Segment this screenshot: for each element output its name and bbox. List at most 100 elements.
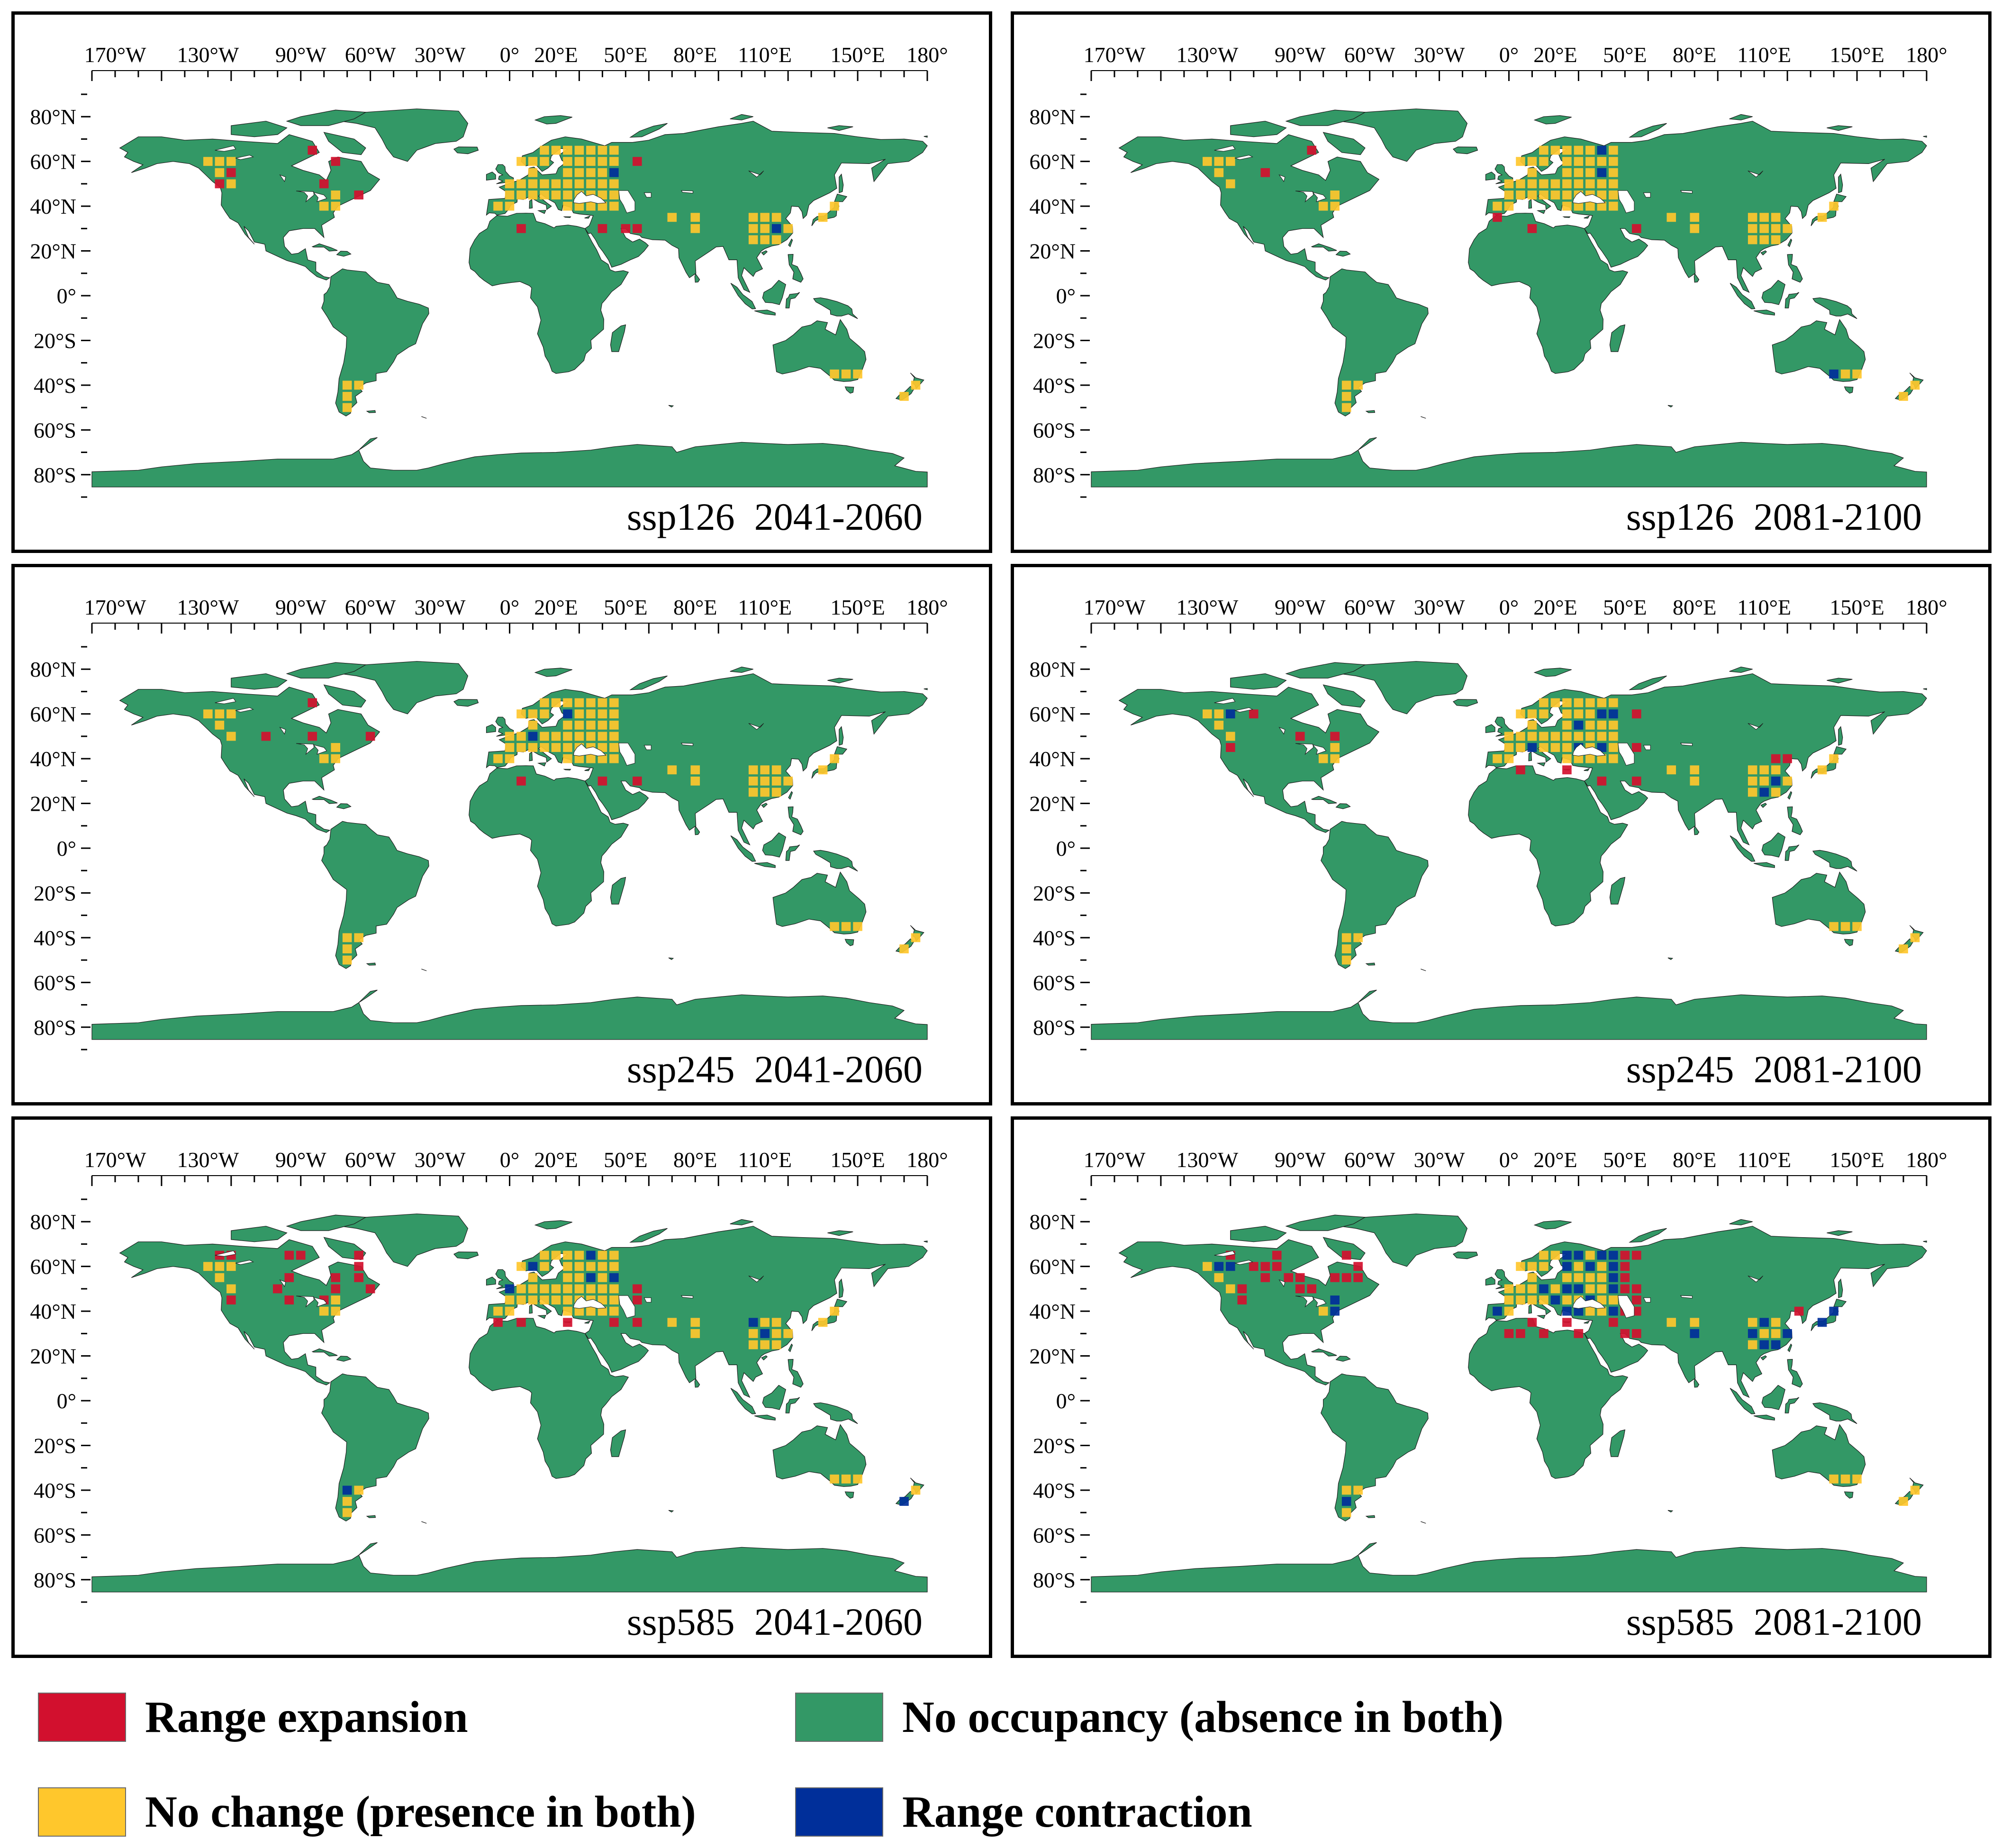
habitat-cell [1783,224,1792,233]
habitat-cell [1574,1329,1584,1338]
longitude-label: 60°W [1344,1148,1395,1172]
habitat-cell [1214,157,1224,166]
java-landmass [754,862,776,868]
habitat-cell [1632,709,1641,719]
latitude-label: 60°S [34,1523,76,1547]
south-georgia-landmass [1421,969,1426,971]
habitat-cell [771,776,781,786]
habitat-cell [505,732,515,741]
australia-landmass [1772,1424,1866,1487]
latitude-label: 0° [1056,1389,1076,1413]
australia-landmass [772,319,867,382]
sumatra-landmass [1729,1388,1756,1414]
longitude-label: 170°W [1084,1148,1146,1172]
habitat-cell [319,179,329,189]
latitude-label: 20°S [1033,328,1076,353]
taiwan-landmass [1787,791,1793,800]
kerguelen-landmass [1667,1510,1674,1513]
borneo-landmass [1761,1385,1785,1410]
legend-swatch-no-occupancy [795,1693,883,1742]
habitat-cell [1504,743,1514,752]
habitat-cell [1609,145,1618,155]
habitat-cell [1597,201,1607,211]
water-layer [215,698,764,766]
new-guinea-landmass [1812,850,1857,872]
sulawesi-landmass [1784,844,1800,861]
habitat-cell [609,1273,619,1282]
lake [1643,745,1651,750]
lake [1572,191,1606,204]
latitude-label: 20°N [30,239,76,263]
habitat-cell [1597,157,1607,166]
lake [235,154,254,160]
cyprus-landmass [1584,768,1590,771]
habitat-cell [598,1273,607,1282]
latitude-label: 40°N [30,747,76,771]
habitat-cell [1597,1250,1607,1260]
habitat-cell [1597,776,1607,786]
lake [215,1250,236,1257]
lake [573,191,607,204]
habitat-cell [563,1250,572,1260]
habitat-cell [1539,732,1548,741]
latitude-label: 0° [57,1389,76,1413]
latitude-axis: 80°N 60°N 40°N 20°N 0° 20°S 40°S 60°S 80°S [30,93,91,498]
lake [680,190,693,194]
habitat-cell [586,201,596,211]
iceland-landmass [1453,146,1478,154]
habitat-cell [563,190,572,199]
java-landmass [1754,309,1775,316]
map-panel-ssp245-2081-2100: 170°W 130°W 90°W 60°W 30°W 0° 20°E 50°E 80°E 110°… [1011,564,1992,1105]
habitat-cell [1330,732,1340,741]
longitude-label: 30°W [1414,1148,1465,1172]
habitat-cell [1504,201,1514,211]
hainan-landmass [1760,803,1767,808]
water-layer [215,1250,764,1318]
habitat-cell [1585,157,1595,166]
longitude-label: 0° [500,595,519,619]
longitude-label: 20°E [1533,595,1577,619]
habitat-cell [342,1486,352,1495]
world-map: 170°W 130°W 90°W 60°W 30°W 0° 20°E 50°E 80°E 110°… [1029,1148,1947,1603]
habitat-cell [563,157,572,166]
longitude-label: 50°E [604,43,648,67]
lake [618,1295,635,1318]
habitat-cell [1330,1273,1340,1282]
habitat-cell [1690,1318,1700,1327]
map-panel-ssp585-2081-2100: 170°W 130°W 90°W 60°W 30°W 0° 20°E 50°E 80°E 110°… [1011,1116,1992,1658]
habitat-cell [1574,754,1584,763]
habitat-cell [563,201,572,211]
longitude-label: 150°E [830,43,885,67]
habitat-cell [1771,1329,1781,1338]
habitat-cell [667,213,677,222]
habitat-cell [1539,1284,1548,1294]
map-panel-ssp245-2041-2060: 170°W 130°W 90°W 60°W 30°W 0° 20°E 50°E 80°E 110°… [11,564,992,1105]
cyprus-landmass [584,768,591,771]
habitat-cell [342,403,352,412]
longitude-label: 20°E [534,43,578,67]
habitat-cell [528,168,538,177]
longitude-label: 0° [1499,1148,1519,1172]
baffin-island-landmass [286,109,367,126]
water-layer [1214,698,1764,766]
habitat-cell [528,743,538,752]
habitat-cell [771,788,781,797]
habitat-cell [1840,1474,1850,1484]
iceland-landmass [1453,699,1478,707]
habitat-cell [1632,776,1641,786]
habitat-cell [690,224,700,233]
habitat-cell [1783,754,1792,763]
land-layer [91,661,928,1040]
habitat-cell [226,1262,236,1271]
latitude-label: 60°N [1029,702,1076,726]
habitat-cell [1585,1306,1595,1316]
longitude-label: 90°W [1275,1148,1326,1172]
habitat-cell [1840,922,1850,931]
habitat-cell [551,145,561,155]
world-map: 170°W 130°W 90°W 60°W 30°W 0° 20°E 50°E 80°E 110°… [1029,595,1947,1051]
habitat-cell [1609,1250,1618,1260]
latitude-axis: 80°N 60°N 40°N 20°N 0° 20°S 40°S 60°S 80°S [30,646,91,1051]
scenario-period: 2081-2100 [1753,1600,1922,1643]
habitat-cell [609,1306,619,1316]
habitat-cell [342,392,352,401]
